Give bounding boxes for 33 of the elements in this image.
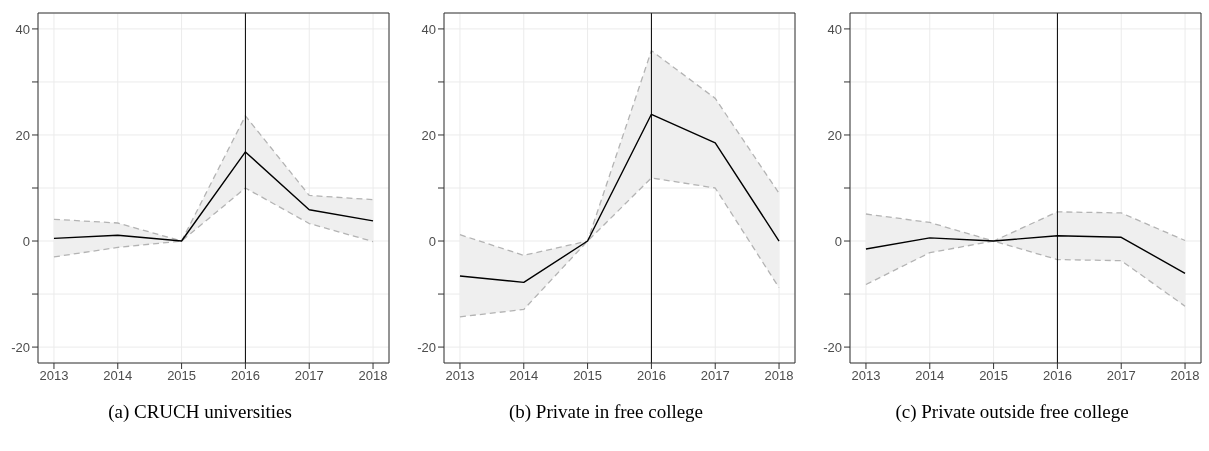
y-tick-label: 0 (428, 233, 436, 249)
x-tick-label: 2015 (979, 368, 1009, 384)
x-tick-label: 2018 (358, 368, 388, 384)
x-tick-label: 2016 (1042, 368, 1072, 384)
x-tick-label: 2016 (636, 368, 666, 384)
y-tick-label: 40 (15, 21, 30, 37)
y-tick-label: 20 (827, 127, 842, 143)
y-tick-label: 20 (421, 127, 436, 143)
x-tick-label: 2013 (445, 368, 475, 384)
y-tick-label: -20 (823, 339, 842, 355)
y-tick-label: 0 (22, 233, 30, 249)
x-tick-label: 2013 (39, 368, 69, 384)
x-tick-label: 2015 (167, 368, 197, 384)
text: (a) CRUCH universities (108, 401, 292, 423)
text: (c) Private outside free college (895, 401, 1129, 423)
y-tick-label: 0 (834, 233, 842, 249)
y-tick-label: 20 (15, 127, 30, 143)
y-tick-label: 40 (421, 21, 436, 37)
x-tick-label: 2017 (294, 368, 324, 384)
x-tick-label: 2017 (700, 368, 730, 384)
x-tick-label: 2017 (1106, 368, 1136, 384)
x-tick-label: 2013 (851, 368, 881, 384)
y-tick-label: 40 (827, 21, 842, 37)
x-tick-label: 2018 (1170, 368, 1200, 384)
y-tick-label: -20 (11, 339, 30, 355)
x-tick-label: 2014 (509, 368, 539, 384)
x-tick-label: 2014 (915, 368, 945, 384)
y-tick-label: -20 (417, 339, 436, 355)
x-tick-label: 2016 (230, 368, 260, 384)
x-tick-label: 2018 (764, 368, 794, 384)
x-tick-label: 2014 (103, 368, 133, 384)
text: (b) Private in free college (508, 401, 704, 423)
x-tick-label: 2015 (573, 368, 603, 384)
